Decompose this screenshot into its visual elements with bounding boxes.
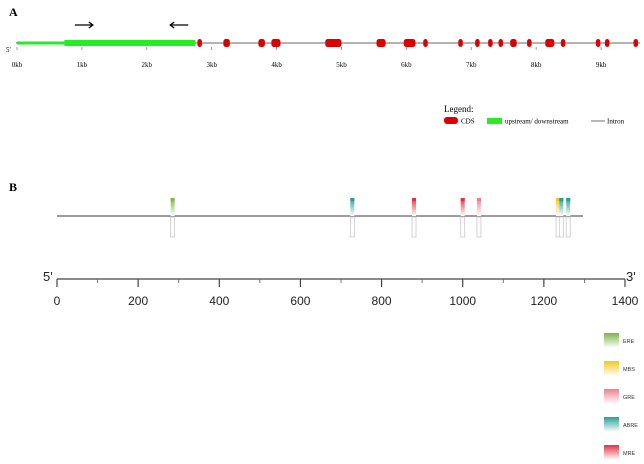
legend-item-ere: ERE: [604, 333, 635, 348]
cds-exon: [560, 39, 566, 47]
legend-title: Legend:: [444, 104, 474, 114]
legend-cds-swatch: [444, 117, 458, 124]
legend-swatch: [604, 417, 619, 432]
ruler-tick-label: 400: [209, 294, 229, 308]
kb-tick-label: 7kb: [466, 61, 477, 69]
kb-tick-label: 0kb: [12, 61, 23, 69]
kb-tick-label: 8kb: [531, 61, 542, 69]
kb-tick-label: 6kb: [401, 61, 412, 69]
legend-swatch: [604, 361, 619, 376]
panel-b: B 5' 3' 0 200 400 600 800 1000 1200 1400 ERE MBS…: [9, 180, 639, 460]
legend-label: MBS: [623, 367, 635, 373]
legend-swatch: [604, 389, 619, 404]
kb-axis: 0kb 1kb 2kb 3kb 4kb 5kb 6kb 7kb 8kb 9kb: [12, 47, 607, 69]
cds-exon: [475, 39, 480, 47]
gene-legend: Legend: CDS upstream/ downstream Intron: [444, 104, 625, 126]
legend-item-mbs: MBS: [604, 361, 635, 376]
cds-exon: [458, 39, 463, 47]
ruler-tick-label: 1200: [531, 294, 558, 308]
cds-exon: [633, 39, 639, 47]
panel-a: A 5' 0kb 1kb 2kb 3kb 4kb 5kb 6kb 7kb 8kb 9kb Lege…: [6, 5, 640, 126]
cis-element-abre: [565, 198, 571, 238]
upstream-segment: [17, 41, 65, 45]
legend-swatch: [604, 445, 619, 460]
cds-exon: [527, 39, 532, 47]
element-legend: ERE MBS GRE ABRE MRE: [604, 333, 638, 460]
cds-exon: [197, 39, 202, 47]
cds-exon: [498, 39, 504, 47]
kb-tick-label: 3kb: [206, 61, 217, 69]
cis-element-mre: [411, 198, 417, 238]
cds-exon: [258, 39, 265, 47]
cds-exon: [423, 39, 428, 47]
cds-exon: [403, 39, 416, 47]
cds-exon: [545, 39, 555, 47]
legend-label: GRE: [623, 395, 635, 401]
kb-tick-label: 4kb: [271, 61, 282, 69]
ruler-tick-label: 0: [54, 294, 61, 308]
legend-label: MRE: [623, 451, 636, 457]
ruler-tick-label: 200: [128, 294, 148, 308]
upstream-segment: [64, 40, 196, 46]
cds-exon: [223, 39, 230, 47]
ruler-tick-label: 1000: [449, 294, 476, 308]
cis-element-mre: [460, 198, 466, 238]
cds-exon: [510, 39, 517, 47]
legend-label: ERE: [623, 339, 635, 345]
legend-item-gre: GRE: [604, 389, 635, 404]
panel-a-five-prime: 5': [6, 46, 11, 54]
legend-item-mre: MRE: [604, 445, 636, 460]
forward-primer-arrow-icon: [74, 21, 94, 29]
legend-swatch: [604, 333, 619, 348]
ruler-three-prime: 3': [626, 269, 636, 284]
legend-item-abre: ABRE: [604, 417, 638, 432]
cds-exon: [271, 39, 281, 47]
legend-label: ABRE: [623, 423, 638, 429]
ruler-tick-label: 1400: [612, 294, 639, 308]
panel-b-label: B: [9, 180, 17, 194]
cds-exon: [325, 39, 342, 47]
kb-tick-label: 2kb: [142, 61, 153, 69]
cis-element-gre: [476, 198, 482, 238]
legend-intron-label: Intron: [607, 118, 625, 126]
legend-upstream-swatch: [487, 118, 502, 124]
cds-exons: [197, 39, 639, 47]
cis-elements: [170, 198, 571, 238]
panel-a-label: A: [9, 5, 18, 19]
ruler-five-prime: 5': [43, 269, 53, 284]
cds-exon: [488, 39, 493, 47]
cis-element-abre: [349, 198, 355, 238]
ruler-tick-label: 600: [290, 294, 310, 308]
upstream-region: [17, 40, 196, 46]
cds-exon: [604, 39, 610, 47]
cis-element-ere: [170, 198, 176, 238]
legend-cds-label: CDS: [461, 118, 475, 126]
cds-exon: [595, 39, 601, 47]
legend-upstream-label: upstream/ downstream: [505, 118, 569, 126]
bp-ruler: 0 200 400 600 800 1000 1200 1400: [54, 279, 639, 308]
kb-tick-label: 9kb: [596, 61, 607, 69]
kb-tick-label: 1kb: [77, 61, 88, 69]
kb-tick-label: 5kb: [336, 61, 347, 69]
ruler-tick-label: 800: [372, 294, 392, 308]
cds-exon: [376, 39, 386, 47]
cis-element-abre: [558, 198, 564, 238]
primer-arrows: [74, 21, 189, 29]
reverse-primer-arrow-icon: [169, 21, 189, 29]
